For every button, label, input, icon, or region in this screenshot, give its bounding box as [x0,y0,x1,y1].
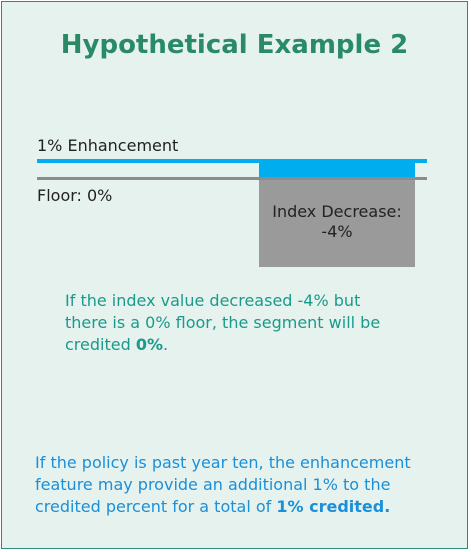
floor-line [37,177,427,180]
text: . [163,335,169,354]
enhancement-label: 1% Enhancement [37,136,179,155]
decrease-label: Index Decrease: [272,202,402,221]
enhancement-line [37,159,427,163]
decrease-box: Index Decrease: -4% [259,180,415,267]
title: Hypothetical Example 2 [60,30,409,60]
bold-text: 1% credited. [276,497,391,516]
decrease-value: -4% [321,222,353,241]
paragraph: If the policy is past year ten, the enha… [35,452,445,518]
paragraph: If the index value decreased -4% but the… [65,290,400,356]
enhancement-box [259,163,415,177]
text: If the policy is past year ten, the enha… [35,453,411,516]
text: If the index value decreased -4% but the… [65,291,381,354]
bold-text: 0% [135,335,163,354]
floor-label: Floor: 0% [37,186,113,205]
